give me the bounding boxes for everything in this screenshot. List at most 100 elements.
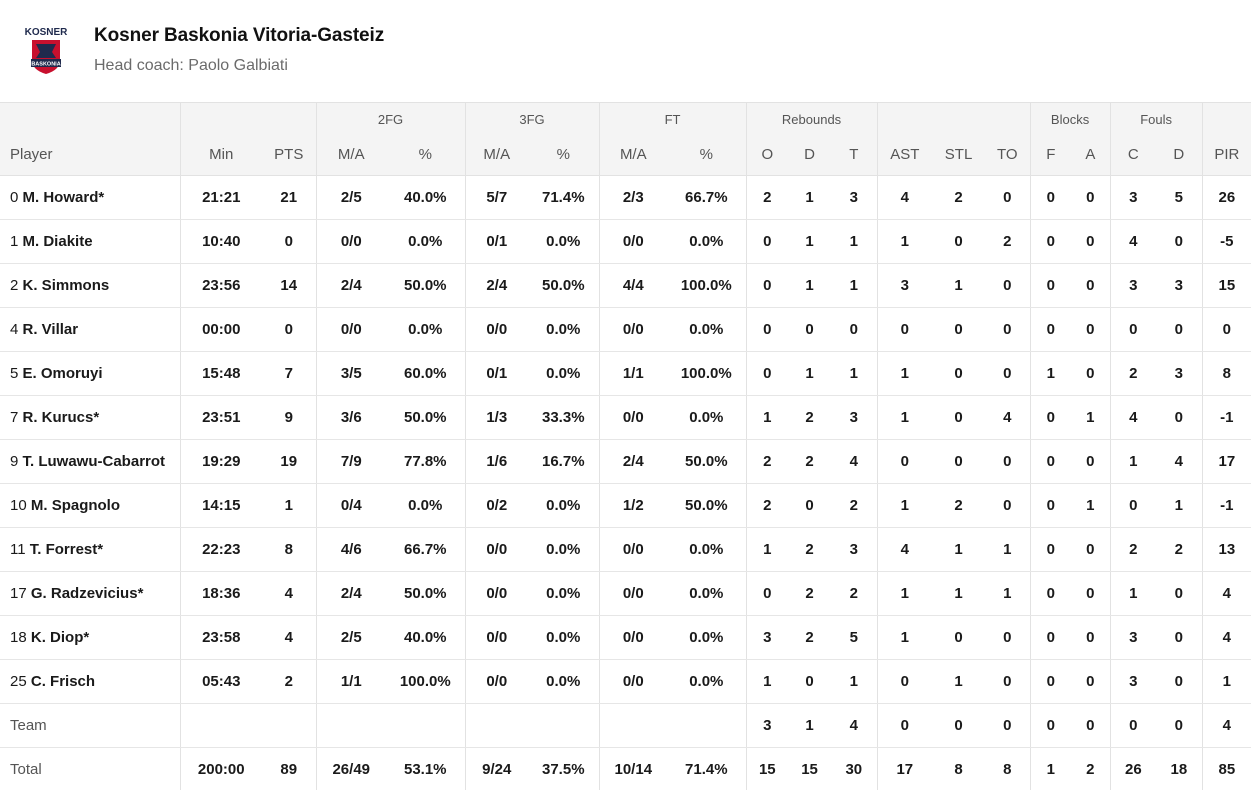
col-blk-a[interactable]: A [1071, 133, 1111, 176]
player-number: 2 [10, 277, 19, 294]
cell-foul-d: 4 [1156, 439, 1203, 484]
col-3fg-ma[interactable]: M/A [464, 133, 529, 176]
cell-pir: 0 [1201, 307, 1251, 352]
player-name-link[interactable]: M. Spagnolo [30, 497, 121, 514]
cell-2fg-ma: 2/5 [315, 615, 386, 660]
cell-ft-ma: 2/3 [598, 175, 668, 220]
col-3fg-pct[interactable]: % [528, 133, 600, 176]
cell-stl: 1 [932, 527, 986, 572]
cell-reb-o: 0 [745, 219, 789, 264]
cell-stl: 2 [932, 175, 986, 220]
svg-text:KOSNER: KOSNER [25, 27, 69, 38]
cell-foul-c: 3 [1109, 263, 1157, 308]
table-row: 0 M. Howard* 21:21 21 2/5 40.0% 5/7 71.4% 2/3 66… [0, 175, 1251, 220]
cell-reb-o: 2 [745, 439, 789, 484]
cell-foul-c: 3 [1109, 175, 1157, 220]
cell-reb-d: 1 [788, 219, 832, 264]
col-2fg-ma[interactable]: M/A [315, 133, 386, 176]
cell-blk-a: 2 [1071, 747, 1111, 790]
col-ft-ma[interactable]: M/A [598, 133, 668, 176]
table-row: 17 G. Radzevicius* 18:36 4 2/4 50.0% 0/0 0.0% 0… [0, 571, 1251, 616]
cell-to: 0 [985, 351, 1031, 396]
player-name-link[interactable]: G. Radzevicius* [30, 585, 144, 602]
col-foul-d[interactable]: D [1156, 133, 1203, 176]
col-reb-t[interactable]: T [831, 133, 878, 176]
player-name-link[interactable]: R. Villar [22, 321, 79, 338]
cell-blk-a: 0 [1071, 219, 1111, 264]
cell-reb-t: 0 [831, 307, 878, 352]
cell-min: 23:58 [179, 615, 262, 660]
col-stl[interactable]: STL [932, 133, 986, 176]
cell-2fg-ma: 2/4 [315, 571, 386, 616]
cell-ft-ma: 1/1 [598, 351, 668, 396]
col-reb-d[interactable]: D [788, 133, 832, 176]
baskonia-logo-icon: KOSNER BASKONIA [25, 27, 69, 74]
cell-reb-d: 1 [788, 351, 832, 396]
cell-ft-ma: 0/0 [598, 395, 668, 440]
cell-reb-t: 3 [831, 175, 878, 220]
cell-ast: 3 [876, 263, 933, 308]
col-ft-pct[interactable]: % [667, 133, 747, 176]
cell-to: 2 [985, 219, 1031, 264]
player-name-link[interactable]: M. Diakite [22, 233, 93, 250]
cell-to: 0 [985, 703, 1031, 748]
player-name-link[interactable]: T. Luwawu-Cabarrot [22, 453, 166, 470]
col-player[interactable]: Player [0, 133, 180, 176]
player-number: 11 [10, 541, 26, 558]
cell-2fg-pct: 40.0% [386, 615, 466, 660]
cell-ft-pct: 100.0% [667, 263, 747, 308]
col-pts[interactable]: PTS [262, 133, 316, 176]
cell-3fg-ma: 0/0 [464, 307, 529, 352]
col-blk-f[interactable]: F [1029, 133, 1072, 176]
cell-blk-f: 0 [1029, 615, 1072, 660]
cell-foul-d: 0 [1156, 659, 1203, 704]
cell-blk-a: 0 [1071, 703, 1111, 748]
cell-2fg-ma: 7/9 [315, 439, 386, 484]
cell-blk-f: 1 [1029, 747, 1072, 790]
cell-pir: 13 [1201, 527, 1251, 572]
player-name-link[interactable]: C. Frisch [30, 673, 96, 690]
cell-reb-o: 0 [745, 571, 789, 616]
cell-reb-o: 1 [745, 395, 789, 440]
player-name-link[interactable]: E. Omoruyi [22, 365, 103, 382]
cell-ast: 0 [876, 307, 933, 352]
cell-foul-d: 0 [1156, 395, 1203, 440]
cell-reb-t: 1 [831, 659, 878, 704]
cell-to: 0 [985, 615, 1031, 660]
player-name-link[interactable]: T. Forrest* [29, 541, 104, 558]
cell-foul-c: 3 [1109, 615, 1157, 660]
cell-3fg-ma: 0/0 [464, 571, 529, 616]
cell-3fg-pct: 0.0% [528, 527, 600, 572]
cell-blk-f: 0 [1029, 703, 1072, 748]
col-pir[interactable]: PIR [1201, 133, 1251, 176]
cell-3fg-pct: 37.5% [528, 747, 600, 790]
cell-reb-t: 3 [831, 395, 878, 440]
cell-foul-c: 4 [1109, 395, 1157, 440]
player-name-link[interactable]: K. Diop* [30, 629, 90, 646]
cell-pir: -5 [1201, 219, 1251, 264]
cell-ft-pct: 50.0% [667, 439, 747, 484]
cell-3fg-ma: 0/0 [464, 527, 529, 572]
cell-min: 21:21 [179, 175, 262, 220]
col-ast[interactable]: AST [876, 133, 933, 176]
player-name-link[interactable]: M. Howard* [22, 189, 105, 206]
cell-3fg-pct: 33.3% [528, 395, 600, 440]
cell-min: 19:29 [179, 439, 262, 484]
player-name-link[interactable]: K. Simmons [22, 277, 110, 294]
cell-reb-t: 3 [831, 527, 878, 572]
cell-reb-t: 4 [831, 703, 878, 748]
cell-foul-c: 3 [1109, 659, 1157, 704]
cell-blk-f: 0 [1029, 175, 1072, 220]
col-foul-c[interactable]: C [1109, 133, 1157, 176]
player-name-link[interactable]: R. Kurucs* [22, 409, 100, 426]
col-2fg-pct[interactable]: % [386, 133, 466, 176]
player-number: 1 [10, 233, 19, 250]
col-min[interactable]: Min [179, 133, 262, 176]
col-reb-o[interactable]: O [745, 133, 789, 176]
cell-ast: 1 [876, 219, 933, 264]
player-cell: 17 G. Radzevicius* [0, 571, 180, 616]
col-to[interactable]: TO [985, 133, 1031, 176]
cell-ast: 1 [876, 351, 933, 396]
cell-2fg-pct: 50.0% [386, 571, 466, 616]
cell-to: 1 [985, 527, 1031, 572]
